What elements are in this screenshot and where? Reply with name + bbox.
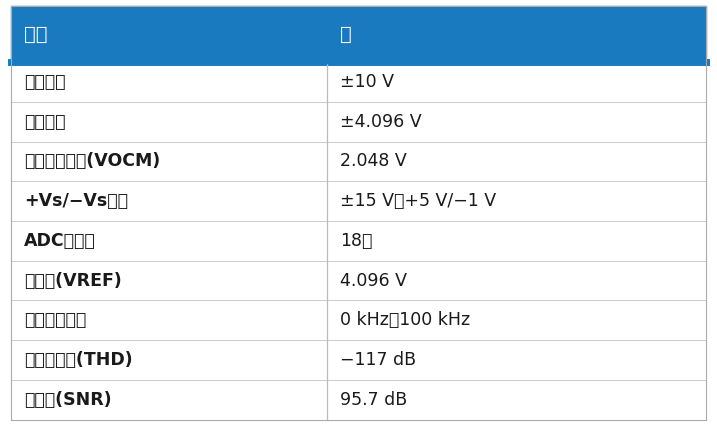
Bar [11,102,706,141]
Text: 准电压(VREF): 准电压(VREF) [24,272,121,290]
Text: 输入差分: 输入差分 [24,73,65,91]
Bar [11,62,706,102]
Text: 4.096 V: 4.096 V [340,272,407,290]
Text: ±10 V: ±10 V [340,73,394,91]
Bar [11,380,706,420]
Text: 总谐波失真(THD): 总谐波失真(THD) [24,351,132,369]
Text: ±4.096 V: ±4.096 V [340,113,422,131]
Text: 参数: 参数 [24,25,47,44]
Text: ADC全差分: ADC全差分 [24,232,95,250]
Text: 95.7 dB: 95.7 dB [340,391,407,409]
Text: +Vs/−Vs电源: +Vs/−Vs电源 [24,192,128,210]
Text: 信噪比(SNR): 信噪比(SNR) [24,391,111,409]
Text: 值: 值 [340,25,352,44]
Bar [11,300,706,340]
Bar [11,261,706,300]
Text: 输出差分: 输出差分 [24,113,65,131]
Bar [11,340,706,380]
Text: 输入频率范围: 输入频率范围 [24,311,86,329]
Bar [11,181,706,221]
Bar [11,141,706,181]
Text: 18位: 18位 [340,232,373,250]
Text: 输出共模电压(VOCM): 输出共模电压(VOCM) [24,153,160,170]
Bar [11,221,706,261]
Bar [11,6,706,62]
Text: −117 dB: −117 dB [340,351,417,369]
Text: 2.048 V: 2.048 V [340,153,407,170]
Text: 0 kHz至100 kHz: 0 kHz至100 kHz [340,311,470,329]
Text: ±15 V、+5 V/−1 V: ±15 V、+5 V/−1 V [340,192,496,210]
